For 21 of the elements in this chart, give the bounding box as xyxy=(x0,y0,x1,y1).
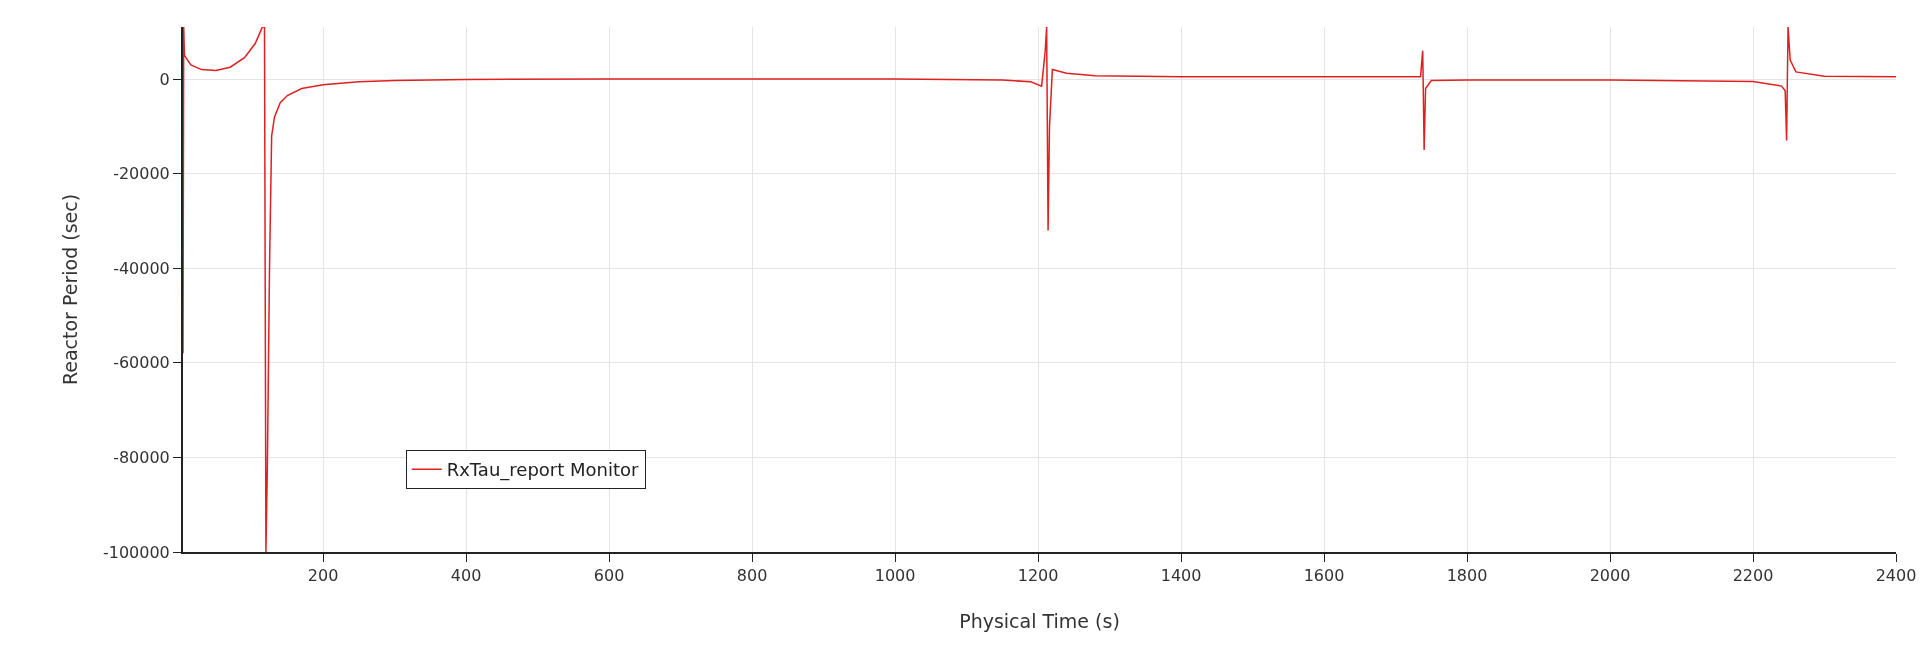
y-tick-label: -40000 xyxy=(113,258,170,278)
x-tick-label: 800 xyxy=(736,566,768,586)
x-tick-label: 1200 xyxy=(1017,566,1059,586)
legend-label: RxTau_report Monitor xyxy=(446,459,640,482)
x-tick-label: 2400 xyxy=(1875,566,1917,586)
x-axis-title: Physical Time (s) xyxy=(959,609,1120,632)
x-tick-label: 1000 xyxy=(874,566,916,586)
x-tick-label: 600 xyxy=(593,566,625,586)
y-tick-label: -100000 xyxy=(102,542,170,562)
x-tick-label: 2200 xyxy=(1732,566,1774,586)
y-axis-title: Reactor Period (sec) xyxy=(59,193,82,386)
y-tick-label: -20000 xyxy=(113,164,170,184)
y-tick-label: -80000 xyxy=(113,448,170,468)
x-tick-label: 400 xyxy=(450,566,482,586)
x-tick-label: 200 xyxy=(307,566,339,586)
x-tick-label: 2000 xyxy=(1589,566,1631,586)
x-tick-label: 1600 xyxy=(1303,566,1345,586)
x-tick-label: 1400 xyxy=(1160,566,1202,586)
y-tick-label: 0 xyxy=(159,69,170,89)
x-tick-label: 1800 xyxy=(1446,566,1488,586)
y-tick-label: -60000 xyxy=(113,353,170,373)
